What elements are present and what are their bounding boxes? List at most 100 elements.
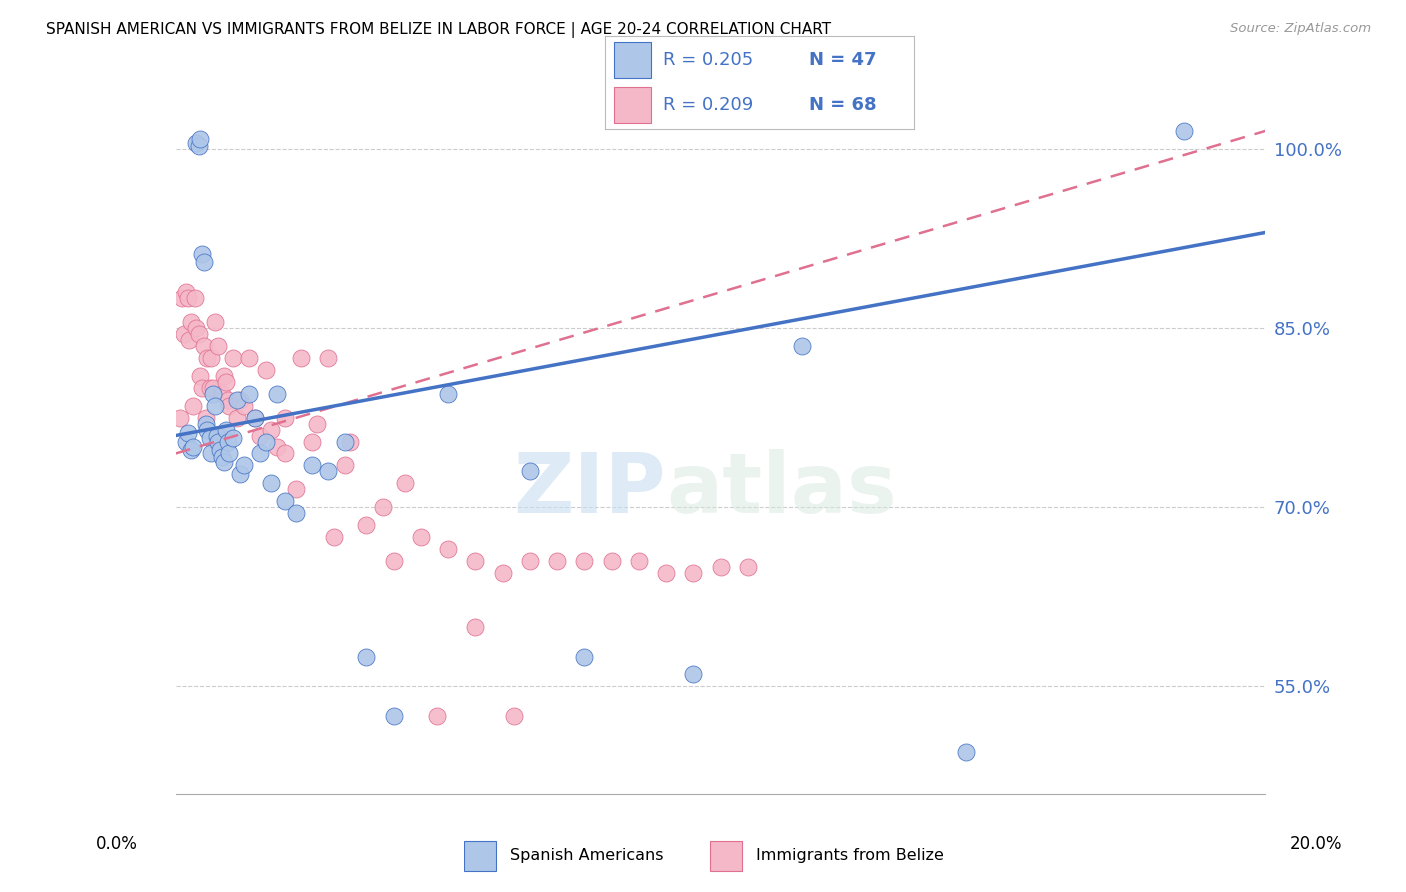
Point xyxy=(193,339,215,353)
Point xyxy=(546,554,568,568)
Point xyxy=(318,464,340,478)
Point xyxy=(710,560,733,574)
Point xyxy=(437,541,460,556)
Point xyxy=(249,446,271,460)
Point xyxy=(274,446,297,460)
Point xyxy=(382,554,405,568)
Point xyxy=(464,554,486,568)
Point xyxy=(519,464,541,478)
Point xyxy=(492,566,515,580)
Point xyxy=(307,417,329,431)
Point xyxy=(254,434,277,449)
Text: R = 0.209: R = 0.209 xyxy=(664,96,754,114)
Point xyxy=(217,434,239,449)
Text: R = 0.205: R = 0.205 xyxy=(664,51,754,69)
Point xyxy=(180,315,202,329)
Point xyxy=(191,247,214,261)
Point xyxy=(655,566,678,580)
Point xyxy=(229,392,252,407)
Text: Spanish Americans: Spanish Americans xyxy=(510,848,664,863)
Point xyxy=(426,709,449,723)
Point xyxy=(209,428,232,442)
Point xyxy=(194,410,217,425)
Point xyxy=(301,458,323,473)
Point xyxy=(1173,124,1195,138)
Point xyxy=(356,518,378,533)
Point xyxy=(627,554,650,568)
Point xyxy=(301,434,323,449)
Point xyxy=(333,458,356,473)
Point xyxy=(207,339,229,353)
Point xyxy=(177,426,200,441)
Point xyxy=(238,351,260,365)
Text: 0.0%: 0.0% xyxy=(96,835,138,853)
Point xyxy=(260,476,283,491)
Point xyxy=(382,709,405,723)
Text: N = 47: N = 47 xyxy=(808,51,876,69)
Point xyxy=(205,428,228,442)
Point xyxy=(181,441,204,455)
Point xyxy=(339,434,361,449)
Point xyxy=(243,410,266,425)
Point xyxy=(409,530,432,544)
Point xyxy=(232,458,254,473)
Point xyxy=(188,368,211,383)
Point xyxy=(211,450,233,464)
Point xyxy=(180,442,202,457)
Text: Source: ZipAtlas.com: Source: ZipAtlas.com xyxy=(1230,22,1371,36)
Point xyxy=(437,386,460,401)
Point xyxy=(682,566,704,580)
Point xyxy=(290,351,312,365)
Point xyxy=(172,291,194,305)
Point xyxy=(211,386,233,401)
Point xyxy=(217,392,239,407)
Point xyxy=(200,446,222,460)
Point xyxy=(187,326,209,341)
Point xyxy=(266,386,288,401)
Text: 20.0%: 20.0% xyxy=(1291,835,1343,853)
Point xyxy=(243,410,266,425)
Point xyxy=(212,368,235,383)
Point xyxy=(174,434,197,449)
Text: ZIP: ZIP xyxy=(513,449,666,530)
Point xyxy=(318,351,340,365)
Point xyxy=(222,431,245,445)
Point xyxy=(574,554,596,568)
Point xyxy=(792,339,814,353)
Point xyxy=(186,136,208,150)
Point xyxy=(394,476,416,491)
Point xyxy=(682,667,704,681)
Point xyxy=(274,410,297,425)
Point xyxy=(201,386,224,401)
Point xyxy=(238,386,260,401)
Point xyxy=(232,399,254,413)
Point xyxy=(201,381,224,395)
Point xyxy=(194,417,217,431)
Text: N = 68: N = 68 xyxy=(808,96,876,114)
Point xyxy=(574,649,596,664)
Point xyxy=(356,649,378,664)
Point xyxy=(218,446,240,460)
Point xyxy=(209,442,232,457)
Point xyxy=(204,399,226,413)
Point xyxy=(200,351,222,365)
Point xyxy=(193,255,215,269)
Point xyxy=(284,506,307,520)
Point xyxy=(371,500,394,515)
Point xyxy=(205,434,228,449)
Point xyxy=(187,139,209,153)
Point xyxy=(249,428,271,442)
Point xyxy=(198,381,221,395)
Bar xyxy=(614,87,651,123)
Bar xyxy=(464,841,496,871)
Point xyxy=(222,351,245,365)
Point xyxy=(186,321,208,335)
Point xyxy=(191,381,214,395)
Point xyxy=(519,554,541,568)
Point xyxy=(260,423,283,437)
Point xyxy=(207,434,229,449)
Point xyxy=(737,560,759,574)
Point xyxy=(212,455,235,469)
Point xyxy=(225,392,247,407)
Point xyxy=(225,410,247,425)
